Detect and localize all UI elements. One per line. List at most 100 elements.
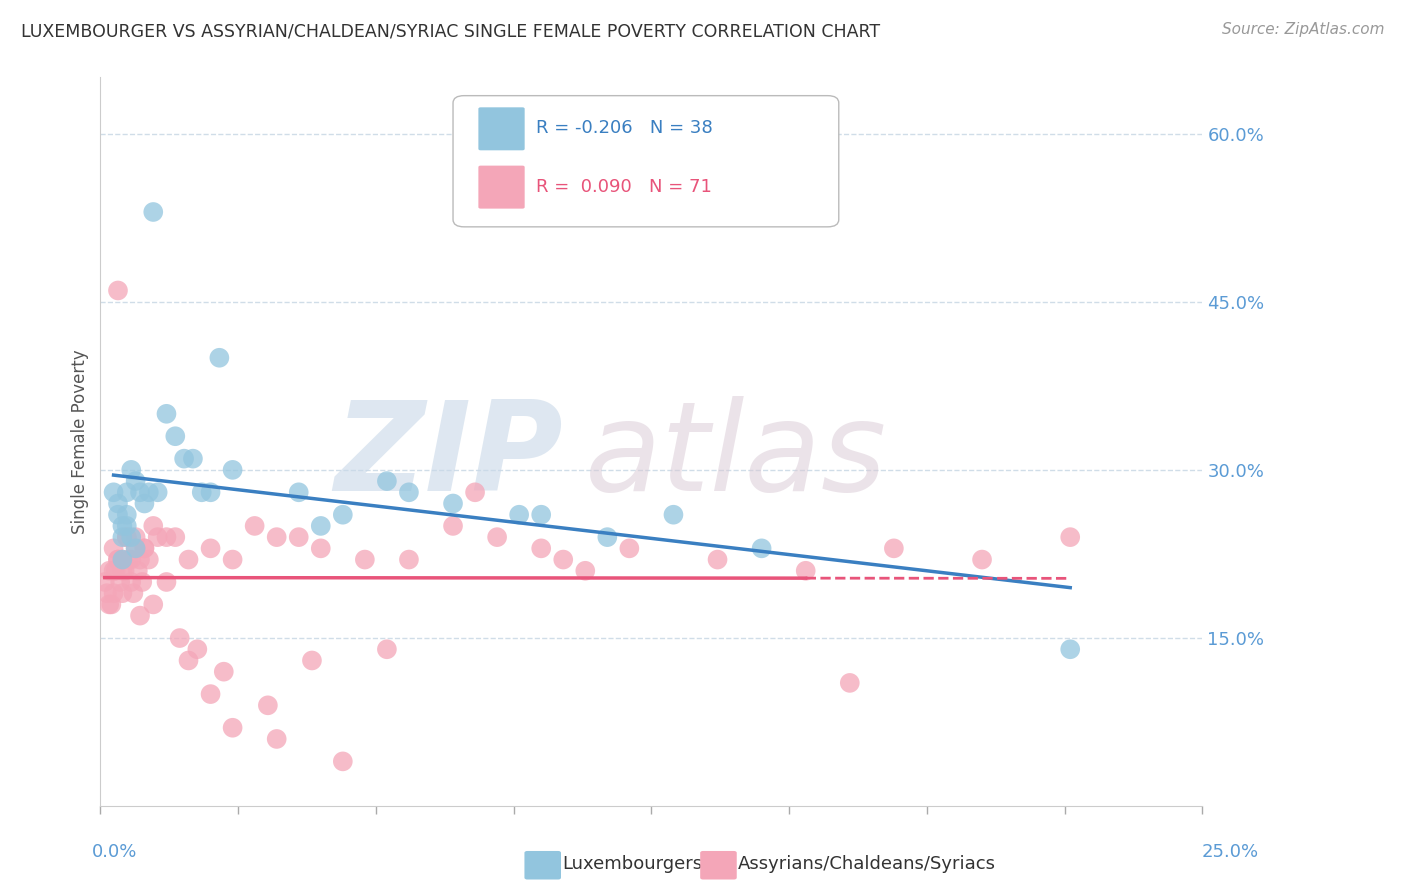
Point [103,564,125,578]
Point [115,485,138,500]
Point [970,552,993,566]
Point [111,519,134,533]
Point [706,552,728,566]
Point [530,508,553,522]
Point [243,519,266,533]
Point [508,508,530,522]
Point [108,574,131,589]
Point [309,541,332,556]
Point [120,463,142,477]
Text: 25.0%: 25.0% [1201,843,1258,861]
Point [120,552,142,566]
Point [398,552,420,566]
Point [111,564,134,578]
Point [1059,642,1081,657]
Point [138,552,160,566]
Point [200,541,222,556]
Point [115,530,138,544]
Text: 0.0%: 0.0% [91,843,136,861]
Point [751,541,773,556]
Point [375,642,398,657]
Point [94,574,117,589]
Point [375,474,398,488]
Point [190,485,212,500]
Point [107,552,129,566]
Point [122,586,145,600]
Point [134,541,156,556]
Point [124,541,146,556]
Point [103,485,125,500]
Text: R = -0.206   N = 38: R = -0.206 N = 38 [536,120,713,137]
FancyBboxPatch shape [478,107,524,151]
Point [177,653,200,667]
Point [96,586,118,600]
Point [104,564,127,578]
Y-axis label: Single Female Poverty: Single Female Poverty [72,350,89,534]
Point [221,552,243,566]
Text: Source: ZipAtlas.com: Source: ZipAtlas.com [1222,22,1385,37]
Point [530,541,553,556]
Point [619,541,641,556]
Point [124,474,146,488]
Point [129,608,152,623]
Point [114,564,136,578]
Point [662,508,685,522]
Point [596,530,619,544]
Point [155,574,177,589]
Point [142,205,165,219]
Point [146,530,169,544]
Point [257,698,280,713]
Point [221,721,243,735]
Text: atlas: atlas [585,396,887,516]
FancyBboxPatch shape [453,95,839,227]
Point [177,552,200,566]
Point [111,552,134,566]
Point [838,676,860,690]
Point [103,541,125,556]
Point [486,530,509,544]
Point [107,284,129,298]
Point [107,552,129,566]
Point [221,463,243,477]
Point [553,552,575,566]
Point [464,485,486,500]
Point [115,530,138,544]
Point [115,519,138,533]
Point [200,485,222,500]
Point [142,598,165,612]
Point [98,564,121,578]
Point [155,530,177,544]
Point [441,519,464,533]
Text: Luxembourgers: Luxembourgers [562,855,703,873]
Point [398,485,420,500]
Point [287,485,309,500]
Point [146,485,169,500]
Point [186,642,208,657]
Point [120,574,142,589]
Point [98,598,121,612]
Point [107,508,129,522]
Point [100,598,122,612]
Point [129,485,152,500]
Point [103,586,125,600]
Point [165,429,187,443]
Point [115,508,138,522]
Point [794,564,817,578]
Point [332,755,354,769]
Text: Assyrians/Chaldeans/Syriacs: Assyrians/Chaldeans/Syriacs [738,855,995,873]
Point [138,485,160,500]
Point [107,496,129,510]
Point [111,530,134,544]
Point [129,552,152,566]
Point [208,351,231,365]
Point [287,530,309,544]
Point [120,530,142,544]
Point [118,552,141,566]
Point [883,541,905,556]
Point [134,496,156,510]
Point [574,564,596,578]
Point [441,496,464,510]
Point [212,665,235,679]
Point [332,508,354,522]
Point [173,451,195,466]
